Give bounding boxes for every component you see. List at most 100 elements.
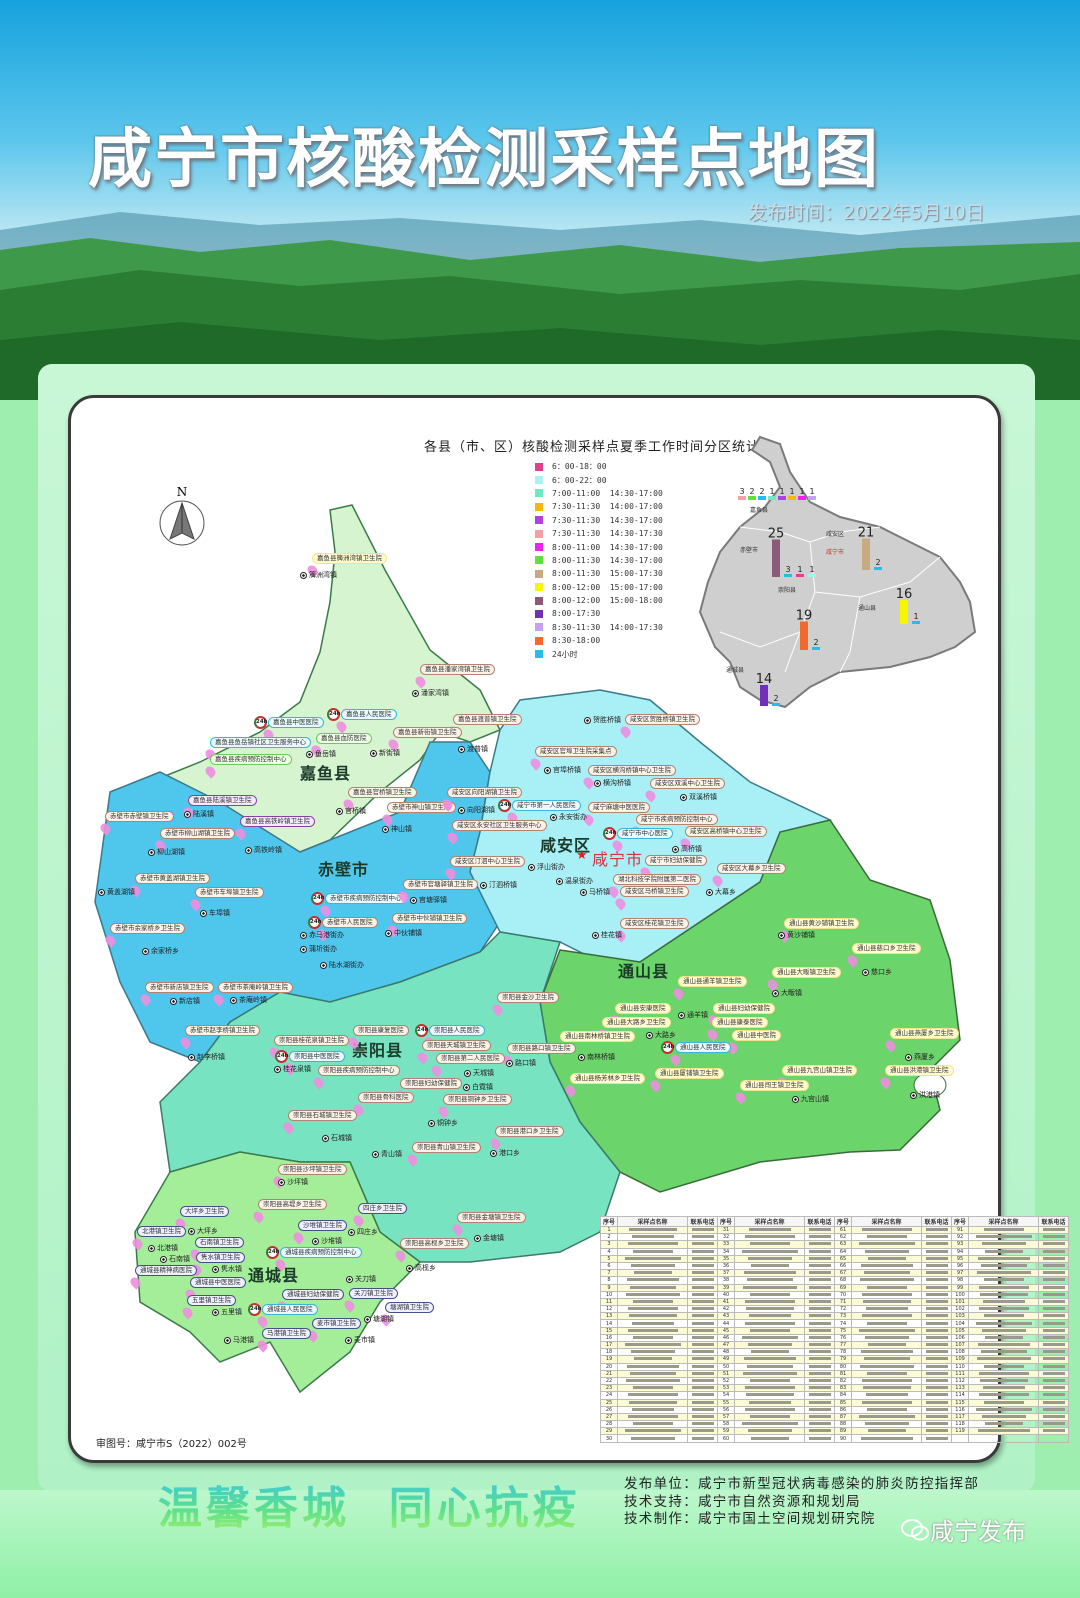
site-name-cell (968, 1355, 1040, 1364)
site-name-cell (617, 1348, 689, 1357)
row-number: 50 (717, 1362, 736, 1371)
inset-bar-value: 1 (913, 612, 918, 621)
row-number: 37 (717, 1269, 736, 1278)
site-name-cell (851, 1290, 923, 1299)
town-label: 马桥镇 (580, 887, 610, 897)
sampling-site-label: 通城县精神病医院 (135, 1265, 197, 1276)
inset-bar (808, 574, 816, 577)
phone-cell (804, 1391, 836, 1400)
legend-item: 6：00-22：00 (535, 473, 663, 486)
town-label: 赵李桥镇 (188, 1052, 225, 1062)
site-name-cell (968, 1247, 1040, 1256)
sampling-site-label: 通山县通羊镇卫生院 (678, 976, 747, 987)
site-name-cell (617, 1369, 689, 1378)
site-name-placeholder (626, 1278, 679, 1282)
row-number: 74 (834, 1319, 853, 1328)
inset-bar-value: 1 (799, 487, 804, 496)
row-number: 66 (834, 1261, 853, 1271)
phone-placeholder (925, 1249, 948, 1253)
row-number: 92 (951, 1233, 970, 1242)
phone-placeholder (691, 1314, 714, 1318)
row-number: 57 (717, 1412, 736, 1422)
town-label: 五里镇 (212, 1307, 242, 1317)
site-name-cell (968, 1362, 1040, 1371)
table-row: 3 33 63 93 (599, 1240, 1070, 1249)
phone-placeholder (1042, 1271, 1065, 1275)
site-name-placeholder (984, 1335, 1023, 1339)
site-name-cell (968, 1427, 1040, 1436)
phone-placeholder (1042, 1285, 1065, 1289)
inset-bar (768, 496, 776, 500)
site-name-cell (734, 1261, 806, 1271)
phone-cell (1038, 1283, 1070, 1292)
phone-placeholder (808, 1429, 831, 1433)
phone-placeholder (691, 1235, 714, 1239)
phone-placeholder (691, 1285, 714, 1289)
phone-cell (921, 1261, 953, 1271)
site-name-placeholder (744, 1321, 795, 1325)
row-number: 82 (834, 1376, 853, 1386)
sampling-site-label: 通山县人民医院 (675, 1042, 731, 1053)
site-name-cell (851, 1405, 923, 1414)
site-name-cell (851, 1269, 923, 1278)
county-label: 通山县 (618, 962, 670, 981)
site-name-cell (734, 1290, 806, 1299)
phone-placeholder (1042, 1278, 1065, 1282)
site-name-placeholder (628, 1400, 677, 1404)
row-number: 76 (834, 1333, 853, 1343)
row-number: 73 (834, 1312, 853, 1321)
site-name-cell (734, 1412, 806, 1422)
site-name-cell (851, 1434, 923, 1443)
sampling-site-label: 咸安区双溪中心卫生院 (650, 778, 725, 789)
legend-item: 7:30-11:30 14:30-17:30 (535, 527, 663, 540)
site-name-cell (968, 1369, 1040, 1378)
row-number: 72 (834, 1305, 853, 1314)
site-name-cell (617, 1247, 689, 1256)
town-label: 贺胜桥镇 (584, 715, 621, 725)
table-row: 22 52 82 112 (599, 1376, 1070, 1386)
phone-placeholder (1042, 1314, 1065, 1318)
phone-placeholder (925, 1386, 948, 1390)
sampling-site-label: 咸安区贺胜桥镇卫生院 (625, 714, 700, 725)
phone-cell (1038, 1254, 1070, 1263)
site-name-placeholder (750, 1350, 789, 1354)
town-label: 港口乡 (490, 1148, 520, 1158)
credit-support: 技术支持：咸宁市自然资源和规划局 (624, 1493, 861, 1510)
site-name-cell (617, 1355, 689, 1364)
site-name-placeholder (859, 1364, 914, 1368)
phone-placeholder (1042, 1256, 1065, 1260)
site-name-cell (968, 1405, 1040, 1414)
site-name-placeholder (976, 1357, 1031, 1361)
row-number: 96 (951, 1261, 970, 1271)
phone-placeholder (925, 1292, 948, 1296)
phone-cell (921, 1369, 953, 1378)
phone-cell (1038, 1312, 1070, 1321)
sampling-site-label: 通山县妇幼保健院 (713, 1003, 775, 1014)
compass-icon (159, 500, 205, 546)
phone-cell (921, 1420, 953, 1429)
phone-placeholder (691, 1249, 714, 1253)
row-number: 78 (834, 1348, 853, 1357)
phone-placeholder (808, 1414, 831, 1418)
legend-swatch (535, 556, 543, 565)
phone-cell (1038, 1427, 1070, 1436)
table-header: 联系电话 (1038, 1216, 1070, 1227)
phone-cell (921, 1290, 953, 1299)
site-name-cell (617, 1412, 689, 1422)
sampling-site-label: 咸宁市第一人民医院 (512, 800, 581, 811)
sampling-site-label: 通山县闯王镇卫生院 (740, 1080, 809, 1091)
site-name-placeholder (980, 1264, 1027, 1268)
row-number: 60 (717, 1434, 736, 1443)
phone-cell (687, 1240, 719, 1249)
phone-placeholder (1042, 1235, 1065, 1239)
inset-place-label: 咸宁市 (826, 548, 844, 556)
phone-cell (687, 1319, 719, 1328)
site-name-cell (617, 1254, 689, 1263)
sampling-site-label: 崇阳县沙坪镇卫生院 (278, 1164, 347, 1175)
site-name-placeholder (859, 1278, 914, 1282)
phone-placeholder (1042, 1429, 1065, 1433)
legend-item: 8:30-18:00 (535, 634, 663, 647)
sampling-site-label: 崇阳县金塘镇卫生院 (457, 1212, 526, 1223)
phone-cell (921, 1391, 953, 1400)
phone-placeholder (925, 1407, 948, 1411)
